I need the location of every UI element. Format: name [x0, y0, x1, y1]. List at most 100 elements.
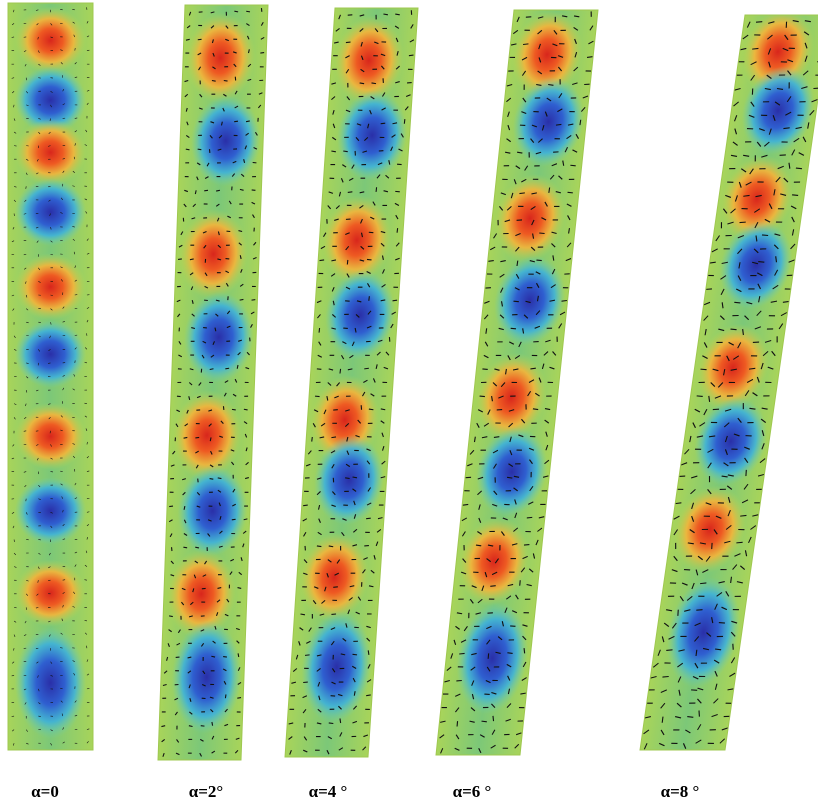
- vector-arrow: [494, 437, 499, 438]
- vector-arrow: [237, 365, 238, 369]
- vector-arrow: [244, 409, 248, 410]
- vector-arrow: [340, 546, 341, 551]
- vector-arrow: [752, 48, 758, 49]
- vector-arrow: [327, 219, 328, 224]
- vector-arrow: [580, 120, 581, 125]
- vector-arrow: [371, 83, 376, 84]
- channel-field: [8, 3, 93, 750]
- vortex-blue: [15, 627, 86, 739]
- vector-arrow: [459, 653, 464, 654]
- vortex-red: [15, 403, 86, 470]
- vector-arrow: [696, 610, 702, 611]
- vector-arrow: [225, 694, 226, 698]
- vector-arrow: [204, 190, 208, 191]
- vector-arrow: [343, 151, 348, 152]
- vector-arrow: [333, 587, 338, 588]
- vector-arrow: [531, 472, 532, 477]
- vector-arrow: [223, 406, 224, 410]
- vector-arrow: [539, 233, 544, 234]
- vector-arrow: [389, 337, 390, 342]
- vector-arrow: [366, 695, 371, 696]
- vector-arrow: [555, 17, 556, 22]
- vector-arrow: [209, 149, 210, 153]
- vector-arrow: [524, 85, 525, 90]
- vortex-blue: [15, 320, 86, 387]
- vector-arrow: [171, 547, 172, 551]
- vector-arrow: [536, 260, 541, 261]
- channel-field: [640, 8, 818, 750]
- vortex-blue: [15, 477, 86, 544]
- vector-arrow: [178, 259, 182, 260]
- vortex-red: [15, 253, 86, 320]
- vector-arrow: [497, 220, 498, 225]
- vector-arrow: [368, 473, 369, 478]
- vector-arrow: [486, 328, 487, 333]
- vector-arrow: [183, 547, 187, 548]
- vector-arrow: [169, 616, 173, 617]
- vector-arrow: [488, 653, 489, 658]
- channel: [436, 10, 598, 755]
- vector-arrow: [184, 437, 188, 438]
- vector-arrow: [355, 151, 356, 156]
- vector-arrow: [796, 168, 802, 169]
- vector-arrow: [397, 228, 398, 233]
- vector-arrow: [320, 260, 325, 261]
- vector-arrow: [225, 368, 229, 369]
- vector-arrow: [333, 478, 334, 483]
- vector-arrow: [305, 546, 306, 551]
- channel: [158, 5, 268, 760]
- vector-arrow: [352, 654, 357, 655]
- vector-arrow: [224, 81, 228, 82]
- vector-arrow: [210, 479, 214, 480]
- vector-arrow: [216, 190, 220, 191]
- vector-arrow: [383, 78, 384, 83]
- vector-arrow: [468, 613, 469, 618]
- vector-arrow: [792, 195, 798, 196]
- vector-arrow: [210, 369, 214, 370]
- vector-arrow: [715, 649, 721, 650]
- vector-arrow: [345, 478, 350, 479]
- vector-arrow: [212, 81, 216, 82]
- vector-arrow: [331, 437, 336, 438]
- vector-arrow: [198, 149, 202, 150]
- vector-arrow: [317, 546, 322, 547]
- vector-arrow: [252, 300, 256, 301]
- vector-arrow: [513, 301, 518, 302]
- labels: α=0 α=2° α=4 ° α=6 ° α=8 °: [31, 782, 699, 801]
- page: α=0 α=2° α=4 ° α=6 ° α=8 ° (() => { cons…: [0, 0, 818, 807]
- panel-label: α=8 °: [661, 782, 700, 801]
- vortex-red: [15, 119, 86, 186]
- vector-arrow: [736, 542, 742, 543]
- vector-arrow: [348, 192, 353, 193]
- vector-arrow: [740, 515, 746, 516]
- vector-arrow: [520, 580, 521, 585]
- vector-arrow: [481, 721, 486, 722]
- vector-arrow: [364, 368, 369, 369]
- vector-arrow: [758, 262, 764, 263]
- panel-label: α=6 °: [453, 782, 492, 801]
- vector-arrow: [549, 187, 550, 192]
- vector-arrow: [530, 368, 535, 369]
- vector-arrow: [523, 44, 528, 45]
- vector-arrow: [519, 193, 524, 194]
- vector-arrow: [559, 79, 560, 84]
- vector-arrow: [232, 409, 236, 410]
- vector-arrow: [210, 437, 211, 441]
- vector-arrow: [186, 149, 190, 150]
- vector-arrow: [700, 583, 706, 584]
- vector-arrow: [556, 124, 561, 125]
- channel-field: [436, 10, 598, 755]
- figure: α=0 α=2° α=4 ° α=6 ° α=8 °: [0, 0, 818, 807]
- vector-arrow: [529, 152, 530, 157]
- vector-arrow: [730, 329, 736, 330]
- channel: [8, 3, 93, 750]
- channel: [640, 8, 818, 750]
- vector-arrow: [567, 192, 572, 193]
- vector-arrow: [246, 121, 250, 122]
- vector-arrow: [312, 437, 313, 442]
- vector-arrow: [246, 11, 250, 12]
- vector-arrow: [666, 650, 672, 651]
- panel-label: α=0: [31, 782, 59, 801]
- vector-arrow: [366, 518, 371, 519]
- vector-arrow: [369, 296, 370, 301]
